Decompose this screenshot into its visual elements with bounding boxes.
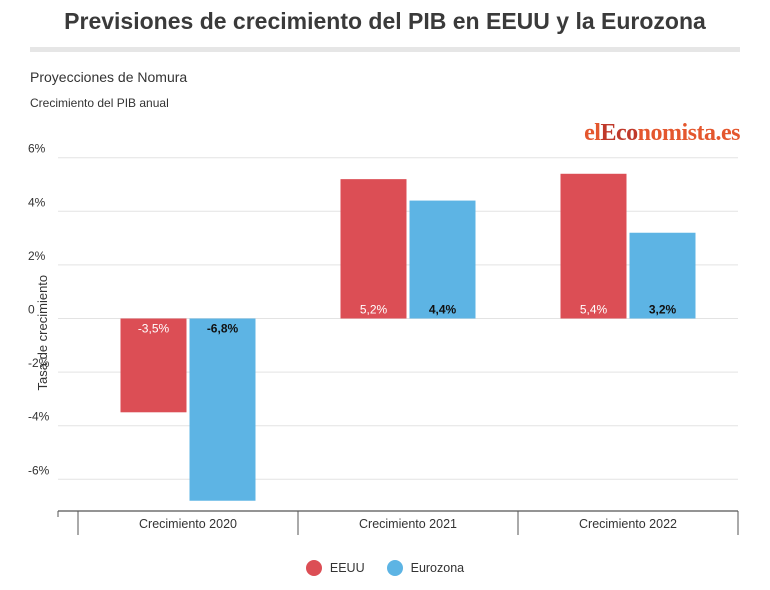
x-category-label: Crecimiento 2022 bbox=[579, 517, 677, 531]
title-divider bbox=[30, 47, 740, 52]
y-tick-label: -2% bbox=[28, 356, 50, 370]
bar-eeuu bbox=[120, 318, 187, 413]
y-tick-label: 6% bbox=[28, 142, 46, 156]
bar-eeuu bbox=[560, 173, 627, 319]
legend-label-eurozona: Eurozona bbox=[410, 561, 465, 575]
y-tick-label: 4% bbox=[28, 195, 46, 209]
legend-item-eeuu[interactable]: EEUU bbox=[305, 560, 365, 576]
legend-item-eurozona[interactable]: Eurozona bbox=[386, 560, 465, 576]
chart-subtitle: Proyecciones de Nomura bbox=[30, 69, 188, 85]
legend-swatch-eeuu bbox=[305, 560, 322, 576]
x-category-label: Crecimiento 2021 bbox=[359, 517, 457, 531]
legend: EEUU Eurozona bbox=[0, 560, 770, 576]
y-axis-label: Tasa de crecimiento bbox=[35, 275, 50, 391]
data-label: 4,4% bbox=[429, 303, 457, 317]
data-label: -6,8% bbox=[207, 322, 239, 336]
legend-label-eeuu: EEUU bbox=[329, 561, 365, 575]
data-label: -3,5% bbox=[138, 322, 170, 336]
data-label: 5,2% bbox=[360, 303, 388, 317]
chart-caption: Crecimiento del PIB anual bbox=[30, 96, 169, 110]
legend-swatch-eurozona bbox=[386, 560, 403, 576]
brand-logo: elEconomista.es bbox=[584, 120, 740, 146]
y-tick-label: 2% bbox=[28, 249, 46, 263]
x-category-label: Crecimiento 2020 bbox=[139, 517, 237, 531]
data-label: 3,2% bbox=[649, 303, 677, 317]
chart-title: Previsiones de crecimiento del PIB en EE… bbox=[64, 8, 706, 34]
y-tick-label: 0 bbox=[28, 303, 35, 317]
bar-chart: 6% 4% 2% 0 -2% -4% -6% Tasa de crecimiento Creci… bbox=[28, 142, 739, 535]
y-tick-label: -6% bbox=[28, 463, 50, 477]
bar-eurozona bbox=[409, 200, 476, 319]
bar-eeuu bbox=[340, 179, 407, 319]
data-label: 5,4% bbox=[580, 303, 608, 317]
bar-eurozona bbox=[629, 232, 696, 319]
bar-eurozona bbox=[189, 318, 256, 501]
y-tick-label: -4% bbox=[28, 410, 50, 424]
